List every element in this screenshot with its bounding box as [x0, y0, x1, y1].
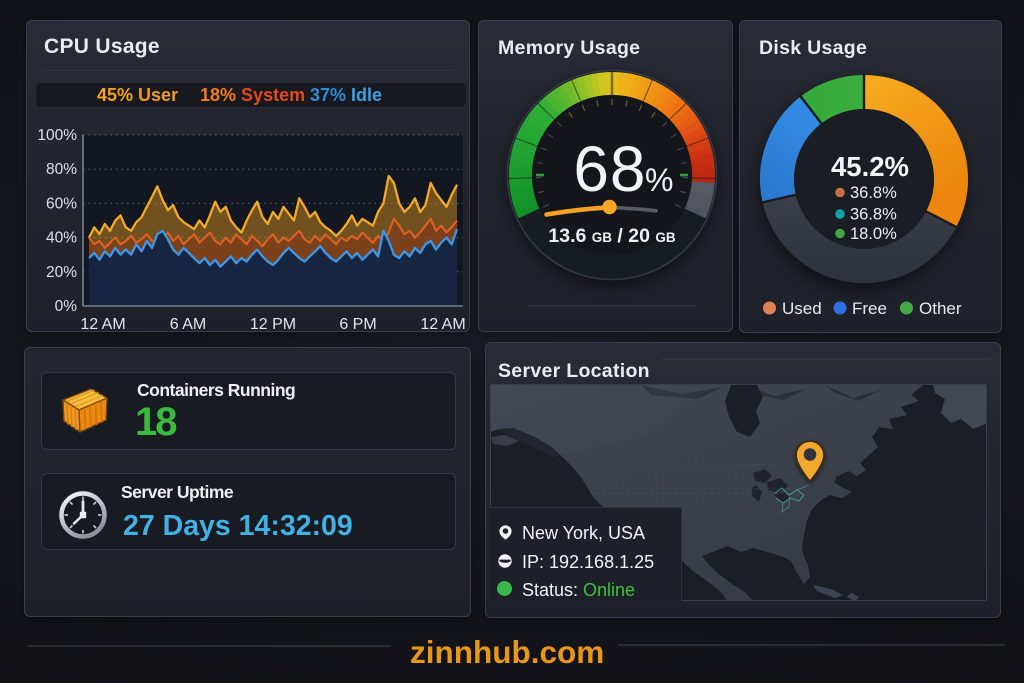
svg-text:12 AM: 12 AM [420, 316, 465, 333]
svg-text:13.6 GB / 20 GB: 13.6 GB / 20 GB [548, 225, 676, 247]
svg-text:6 PM: 6 PM [339, 316, 376, 333]
svg-text:40%: 40% [46, 230, 77, 247]
svg-text:80%: 80% [46, 161, 77, 178]
svg-text:Used: Used [782, 299, 822, 318]
svg-text:20%: 20% [46, 264, 77, 281]
svg-text:36.8%: 36.8% [850, 206, 897, 224]
svg-text:18.0%: 18.0% [850, 225, 897, 243]
svg-text:12 PM: 12 PM [250, 316, 296, 333]
svg-text:36.8%: 36.8% [850, 184, 897, 202]
svg-text:100%: 100% [37, 127, 77, 144]
svg-text:68: 68 [573, 133, 646, 205]
svg-text:60%: 60% [46, 195, 77, 212]
svg-text:12 AM: 12 AM [80, 316, 125, 333]
svg-text:Free: Free [852, 299, 887, 318]
svg-text:%: % [645, 162, 673, 198]
svg-text:6 AM: 6 AM [170, 316, 206, 333]
svg-text:Other: Other [919, 299, 962, 318]
svg-text:0%: 0% [55, 298, 78, 315]
svg-text:45.2%: 45.2% [831, 151, 909, 182]
